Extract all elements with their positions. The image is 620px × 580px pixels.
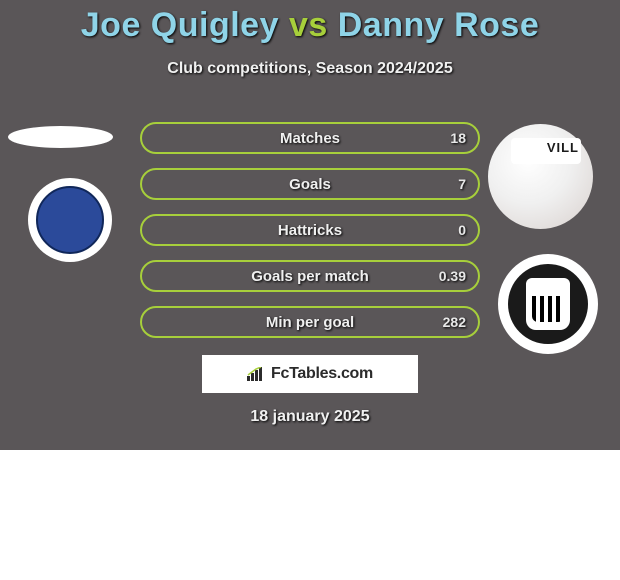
stat-row: Matches 18 <box>140 122 480 154</box>
player1-avatar-placeholder <box>8 126 113 148</box>
stat-label: Hattricks <box>278 222 342 239</box>
shield-icon <box>526 278 570 330</box>
player1-name: Joe Quigley <box>81 6 279 44</box>
club-badge-icon <box>36 186 104 254</box>
player1-club-badge <box>28 178 112 262</box>
title: Joe Quigley vs Danny Rose <box>0 6 620 45</box>
stat-value-right: 18 <box>450 130 466 146</box>
stat-value-right: 282 <box>443 314 466 330</box>
stat-row: Min per goal 282 <box>140 306 480 338</box>
branding-bar: FcTables.com <box>202 355 418 393</box>
stat-label: Goals <box>289 176 331 193</box>
subtitle: Club competitions, Season 2024/2025 <box>0 60 620 78</box>
stat-label: Goals per match <box>251 268 369 285</box>
comparison-card: Joe Quigley vs Danny Rose Club competiti… <box>0 0 620 580</box>
stat-value-right: 0.39 <box>439 268 466 284</box>
shield-stripes <box>532 296 564 322</box>
player2-name: Danny Rose <box>338 6 540 44</box>
bar-chart-icon <box>247 367 265 381</box>
branding-text: FcTables.com <box>271 365 373 383</box>
stat-label: Matches <box>280 130 340 147</box>
stat-value-right: 0 <box>458 222 466 238</box>
vs-label: vs <box>289 6 328 44</box>
date-line: 18 january 2025 <box>0 408 620 426</box>
club-badge-icon <box>508 264 588 344</box>
stat-row: Goals 7 <box>140 168 480 200</box>
stat-row: Hattricks 0 <box>140 214 480 246</box>
jersey-text: VILL <box>547 140 579 155</box>
stat-row: Goals per match 0.39 <box>140 260 480 292</box>
player2-avatar: VILL <box>488 124 593 229</box>
stat-label: Min per goal <box>266 314 354 331</box>
player2-club-badge <box>498 254 598 354</box>
stat-value-right: 7 <box>458 176 466 192</box>
hero-panel: Joe Quigley vs Danny Rose Club competiti… <box>0 0 620 450</box>
